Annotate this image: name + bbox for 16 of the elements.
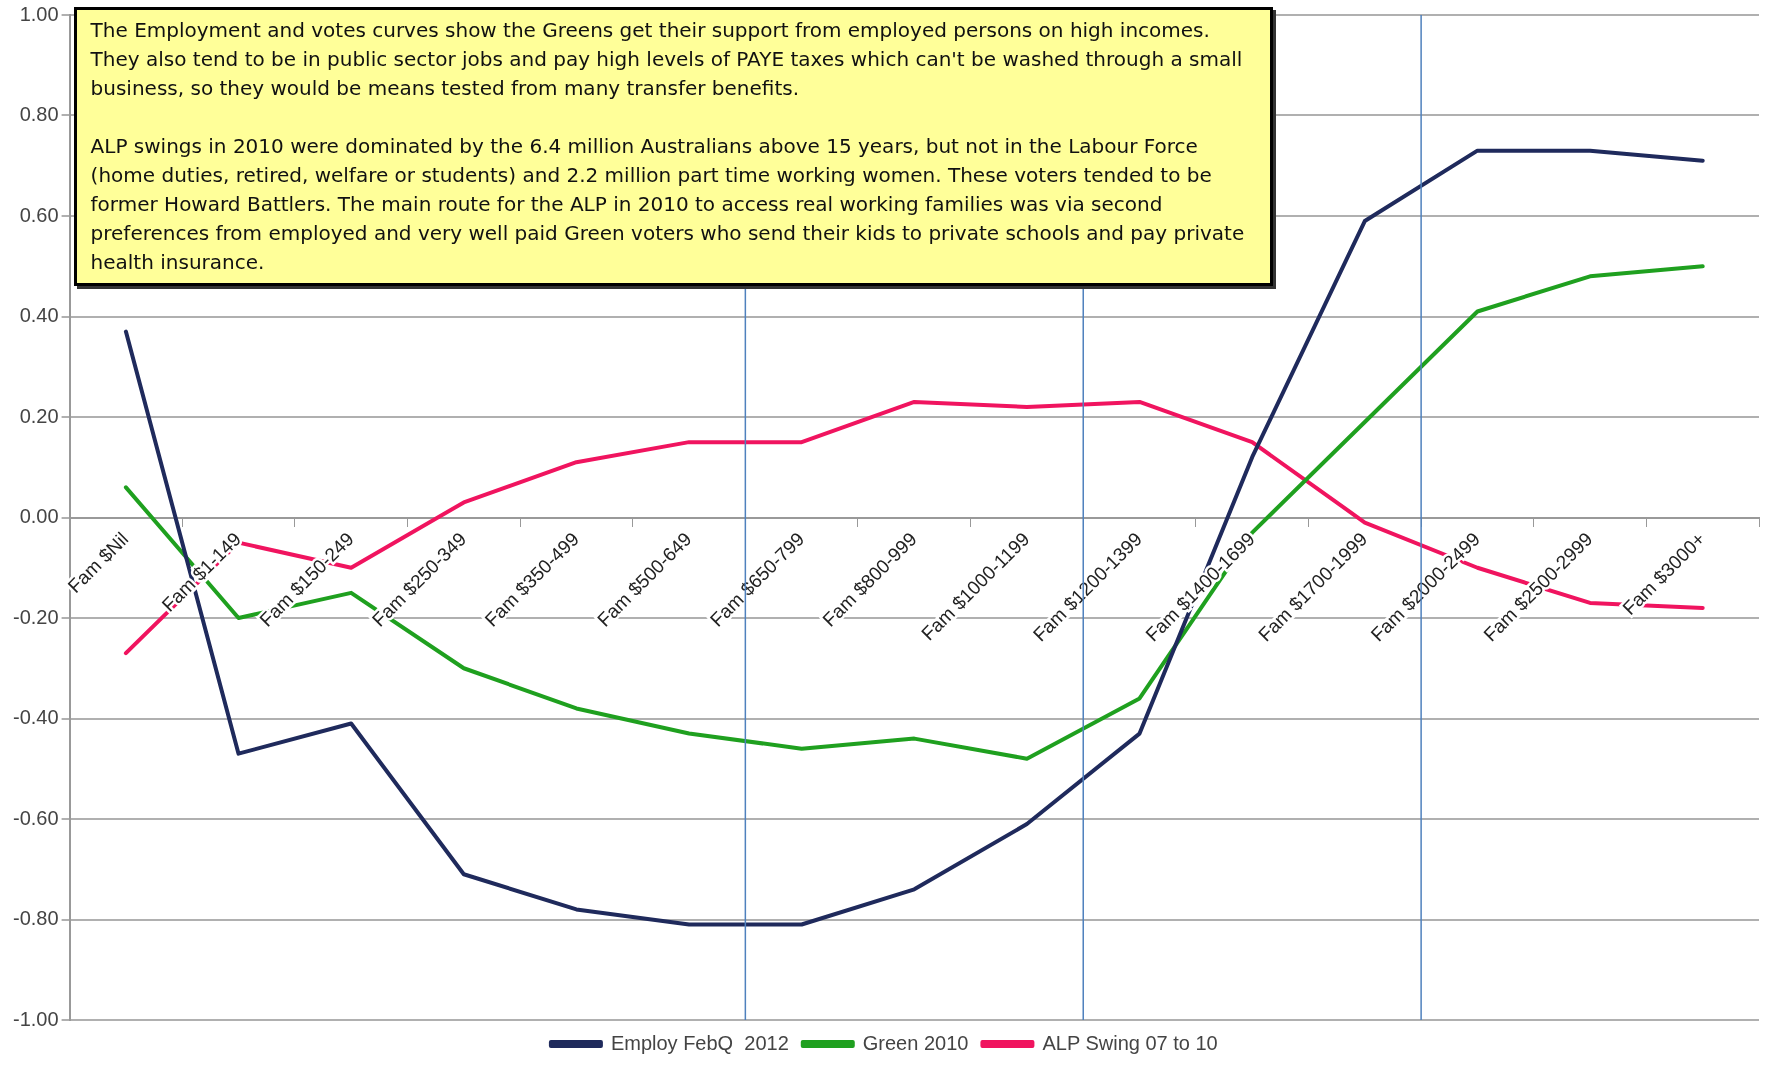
y-tick-label: -1.00 [12,1007,59,1030]
y-tick-label: 0.40 [19,304,59,327]
text: The Employment and votes curves show the Greens get their support from employed persons on high incomes. They also tend to be in public sector jobs and pay high levels of PAYE taxes which can't be washed through a small business, so they would be means tested from many transfer benefits. ALP swings in 2010 were dominated by the 6.4 million Australians above 15 years, but not in the Labour Force (home duties, retired, welfare or students) and 2.2 million part time working women. These voters tended to be former Howard Battlers. The main route for the ALP in 2010 to access real working families was via second preferences from employed and very well paid Green voters who send their kids to private schools and pay private health insurance. [90,18,1245,274]
y-tick-label: 0.80 [19,103,59,126]
x-tick-label: Fam $Nil [63,528,133,597]
y-tick-label: 0.20 [19,404,59,427]
legend-label: ALP Swing 07 to 10 [1042,1031,1218,1054]
legend-label: Employ FebQ 2012 [610,1031,789,1054]
y-tick-label: -0.80 [12,907,59,930]
y-tick-label: 0.00 [19,505,59,528]
legend-label: Green 2010 [862,1031,969,1054]
y-tick-label: 1.00 [19,2,59,25]
y-tick-label: 0.60 [19,203,59,226]
y-tick-label: -0.40 [12,706,59,729]
y-tick-label: -0.20 [12,605,59,628]
y-tick-label: -0.60 [12,806,59,829]
